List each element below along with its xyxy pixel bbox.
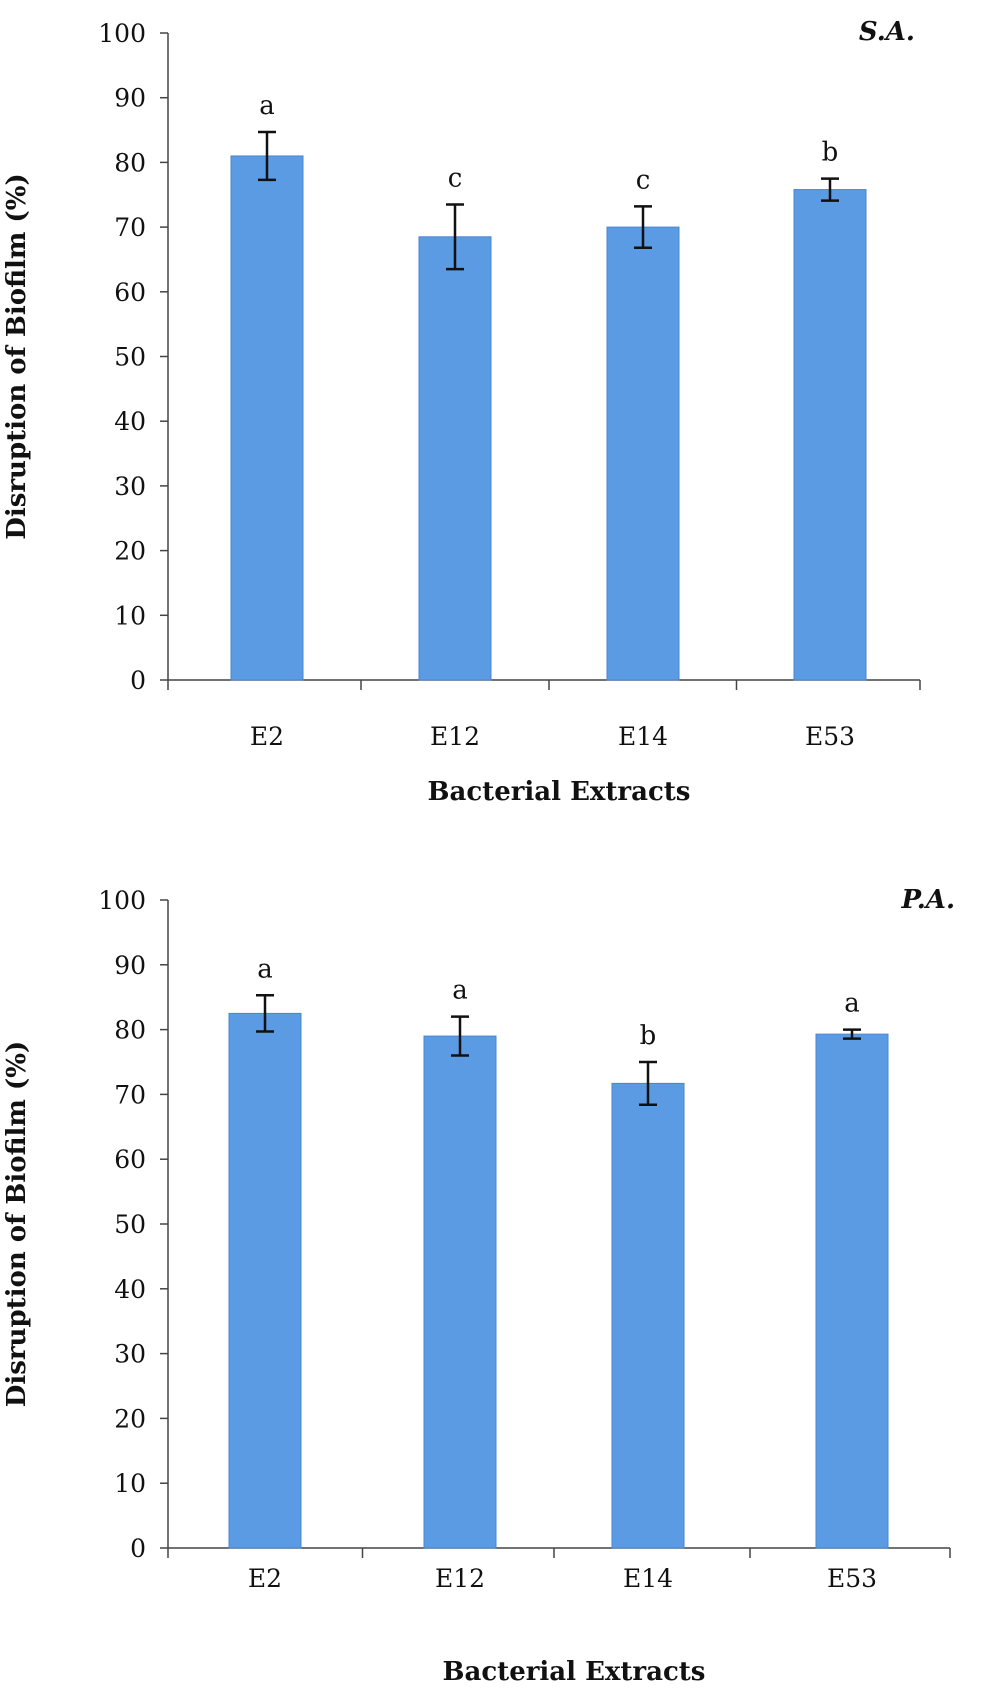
y-tick-label: 50 bbox=[114, 343, 146, 372]
panel-title: P.A. bbox=[900, 885, 955, 915]
x-tick-label: E53 bbox=[827, 1564, 877, 1593]
bar-e2 bbox=[228, 1012, 302, 1549]
y-tick-label: 70 bbox=[114, 213, 146, 242]
bar-e14 bbox=[606, 226, 680, 681]
y-tick-label: 60 bbox=[114, 278, 146, 307]
bar-e12 bbox=[423, 1035, 497, 1549]
y-tick-label: 40 bbox=[114, 1275, 146, 1304]
y-axis-title: Disruption of Biofilm (%) bbox=[2, 173, 32, 539]
y-tick-label: 20 bbox=[114, 537, 146, 566]
significance-label: a bbox=[259, 91, 275, 121]
bar-e53 bbox=[815, 1033, 889, 1549]
x-tick-label: E14 bbox=[618, 722, 668, 751]
chart-panel-1: 0 10 20 30 40 50 60 70 80 90 100 a E2 c E12 c E14 b E53 S.A… bbox=[2, 17, 921, 807]
y-tick-label: 100 bbox=[98, 886, 146, 915]
y-tick-label: 70 bbox=[114, 1080, 146, 1109]
y-tick-label: 60 bbox=[114, 1145, 146, 1174]
x-tick-label: E2 bbox=[250, 722, 284, 751]
bar-e14 bbox=[611, 1082, 685, 1549]
significance-label: b bbox=[640, 1021, 657, 1051]
y-tick-label: 100 bbox=[98, 19, 146, 48]
significance-label: c bbox=[636, 165, 651, 195]
bar-e2 bbox=[230, 155, 304, 681]
x-tick-label: E12 bbox=[435, 1564, 485, 1593]
x-tick-label: E2 bbox=[248, 1564, 282, 1593]
y-tick-label: 40 bbox=[114, 407, 146, 436]
y-tick-label: 10 bbox=[114, 1469, 146, 1498]
y-axis-title: Disruption of Biofilm (%) bbox=[2, 1041, 32, 1407]
x-tick-label: E12 bbox=[430, 722, 480, 751]
y-tick-label: 90 bbox=[114, 951, 146, 980]
chart-panel-2: 0 10 20 30 40 50 60 70 80 90 100 a E2 a E12 b E14 a E53 P.A… bbox=[2, 885, 955, 1687]
y-tick-label: 50 bbox=[114, 1210, 146, 1239]
y-tick-label: 80 bbox=[114, 1016, 146, 1045]
y-tick-label: 80 bbox=[114, 148, 146, 177]
significance-label: a bbox=[844, 989, 860, 1019]
y-tick-label: 0 bbox=[130, 666, 146, 695]
panel-title: S.A. bbox=[859, 17, 915, 47]
x-tick-label: E14 bbox=[623, 1564, 673, 1593]
x-axis-title: Bacterial Extracts bbox=[443, 1657, 706, 1687]
y-tick-label: 20 bbox=[114, 1404, 146, 1433]
significance-label: a bbox=[452, 976, 468, 1006]
significance-label: a bbox=[257, 954, 273, 984]
y-tick-label: 30 bbox=[114, 1340, 146, 1369]
y-tick-label: 90 bbox=[114, 84, 146, 113]
x-axis-title: Bacterial Extracts bbox=[428, 777, 691, 807]
bar-e12 bbox=[418, 236, 492, 681]
y-tick-label: 0 bbox=[130, 1534, 146, 1563]
y-tick-label: 30 bbox=[114, 472, 146, 501]
bar-e53 bbox=[793, 189, 867, 681]
significance-label: c bbox=[448, 163, 463, 193]
x-tick-label: E53 bbox=[805, 722, 855, 751]
significance-label: b bbox=[822, 138, 839, 168]
y-tick-label: 10 bbox=[114, 601, 146, 630]
